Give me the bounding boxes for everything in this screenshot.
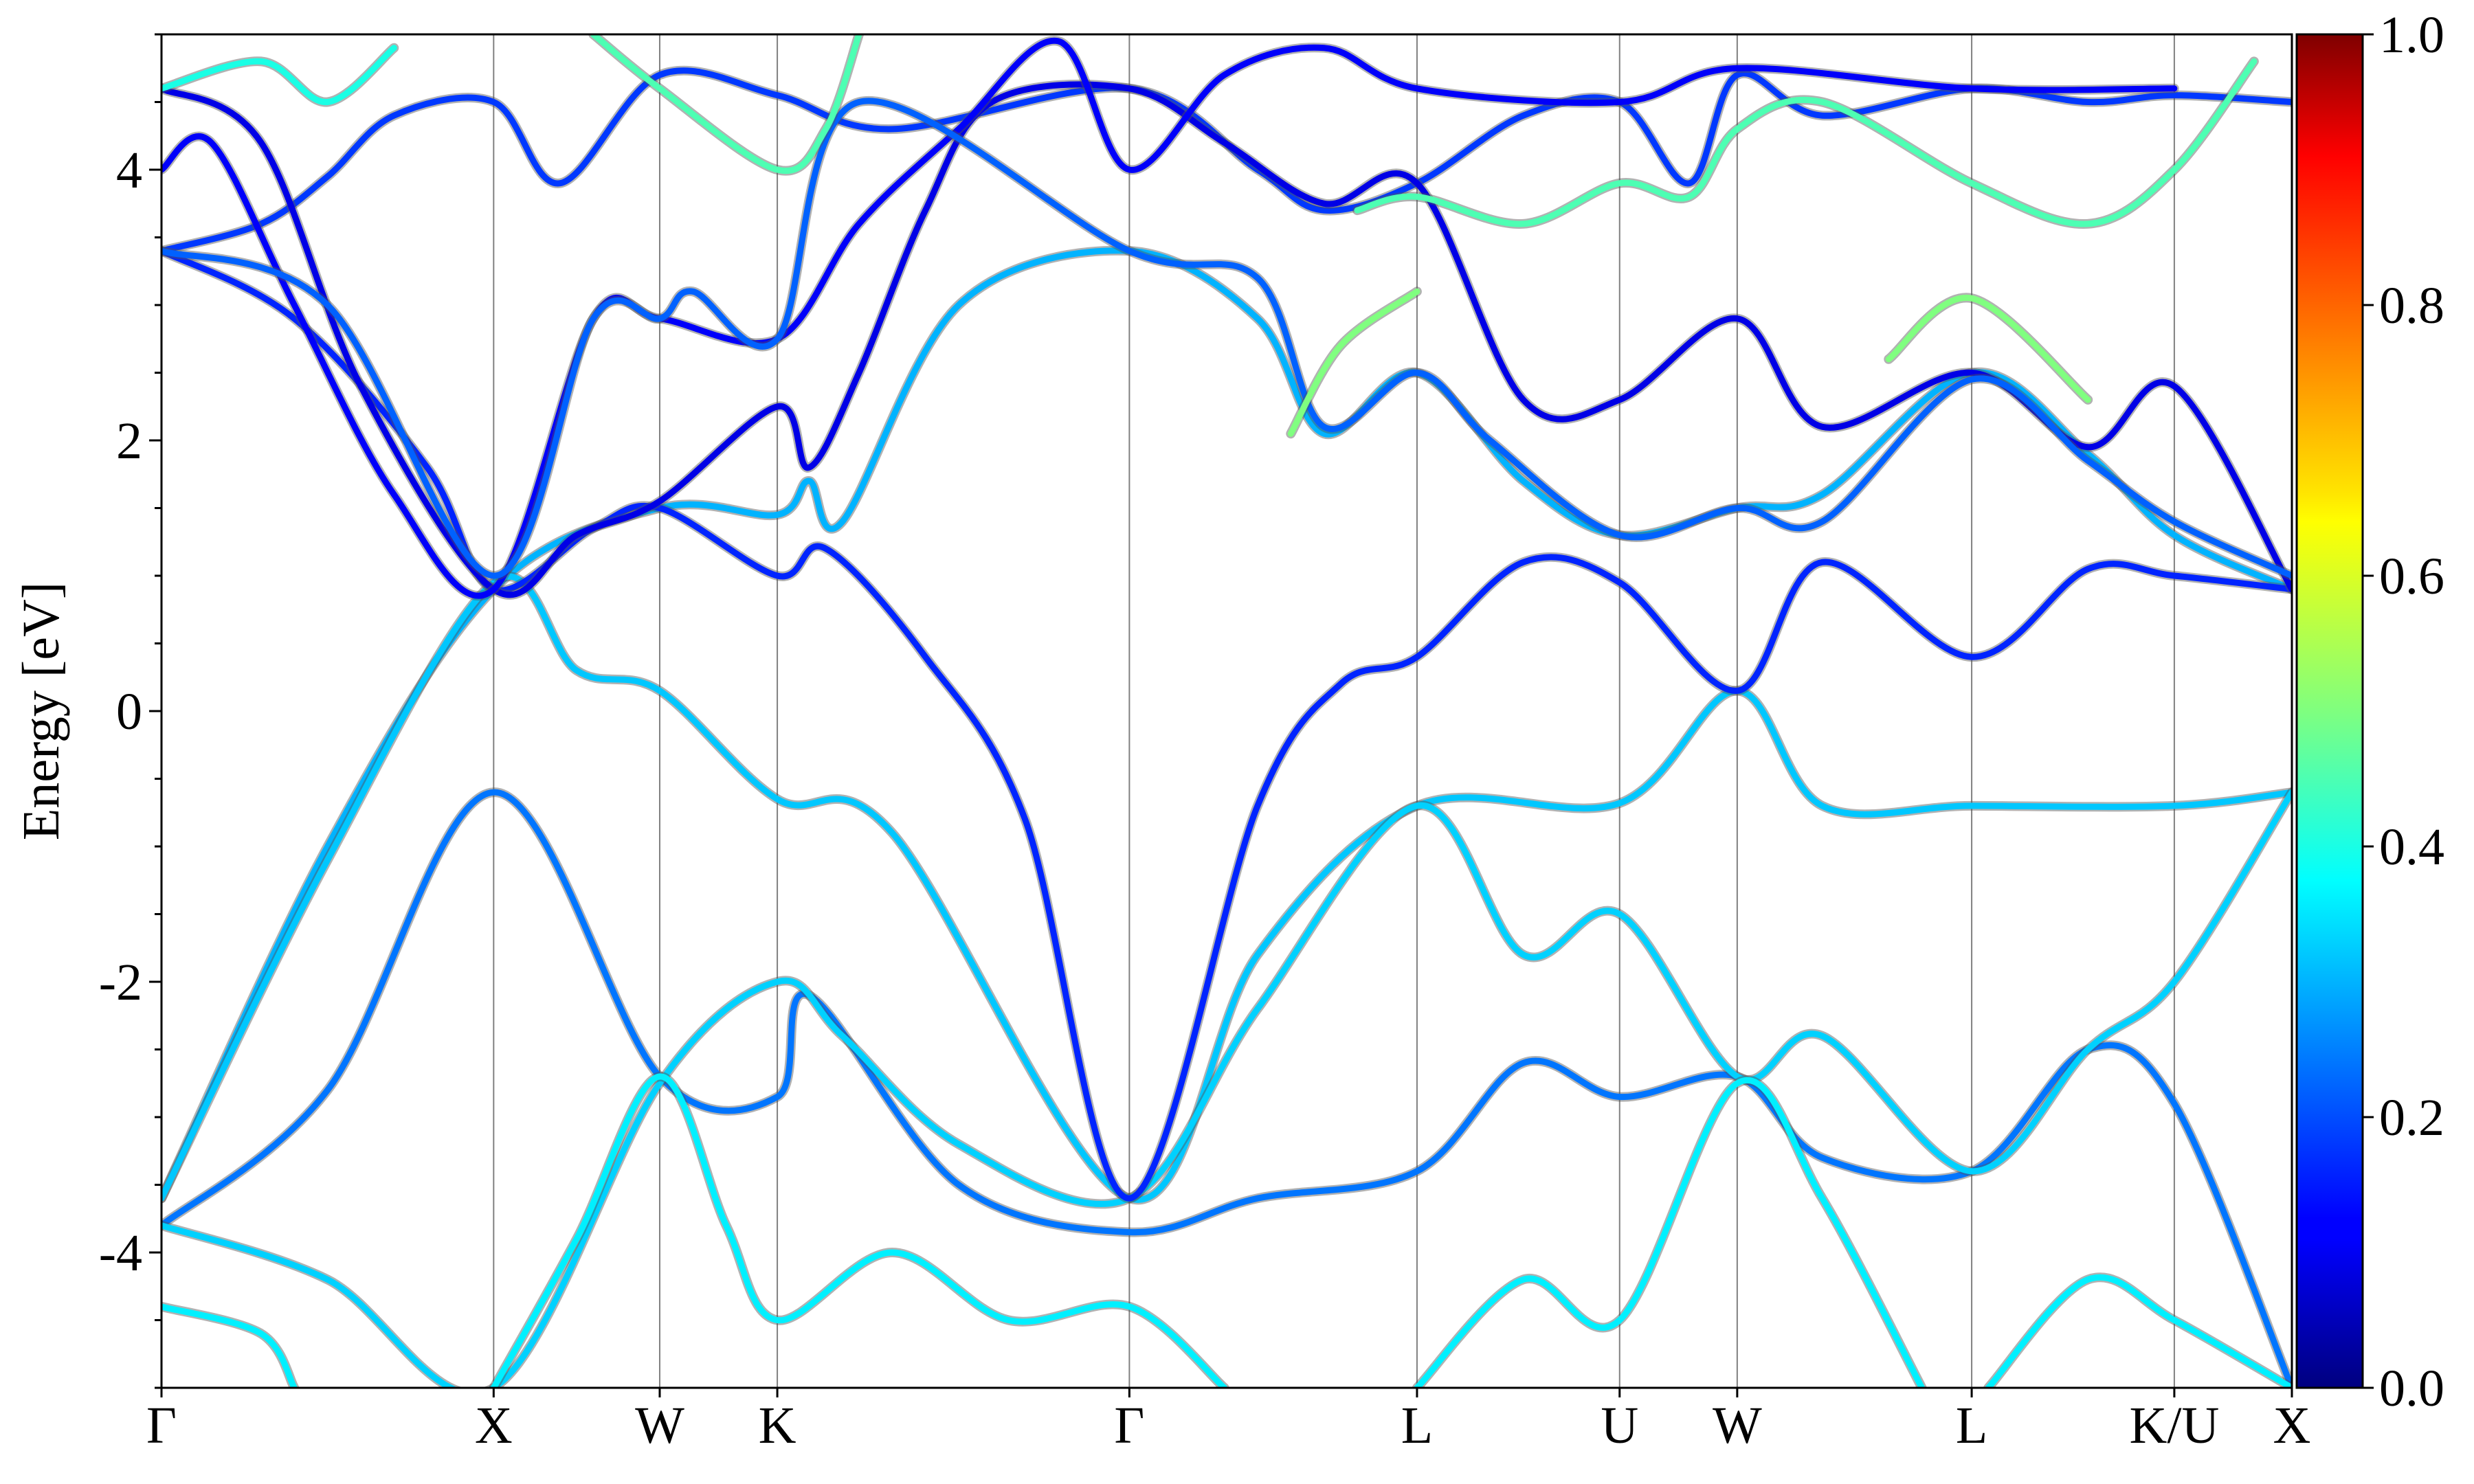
band-3: [161, 789, 2292, 1388]
band-6: [1414, 1077, 1926, 1388]
colorbar-tick-label: 1.0: [2379, 6, 2444, 64]
band-8: [161, 67, 2292, 254]
band-5: [490, 1073, 1228, 1388]
colorbar-ticks: 0.0 0.2 0.4 0.6 0.8 1.0: [2363, 6, 2444, 1417]
band-1: [161, 573, 2292, 1203]
x-tick-label: W: [1713, 1397, 1762, 1454]
band-7: [1985, 1274, 2292, 1388]
y-axis-ticks: -4 -2 0 2 4: [99, 33, 161, 1389]
band-outline-6: [1412, 1075, 1927, 1388]
y-tick-label: -4: [99, 1224, 142, 1282]
y-tick-label: 2: [116, 412, 142, 470]
band-10: [161, 81, 2292, 598]
band-11: [161, 37, 2178, 599]
x-tick-label: W: [635, 1397, 684, 1454]
band-4: [161, 1303, 298, 1388]
x-tick-label: X: [2273, 1397, 2311, 1454]
x-tick-label: U: [1601, 1397, 1638, 1454]
band-14: [1354, 58, 2258, 227]
colorbar: [2295, 33, 2364, 1389]
band-16: [1287, 288, 1420, 437]
band-0: [161, 247, 2292, 1202]
y-tick-label: -2: [99, 954, 142, 1011]
x-tick-label: L: [1401, 1397, 1433, 1454]
band-12: [161, 98, 2292, 579]
x-tick-label: X: [475, 1397, 513, 1454]
band-17: [1885, 294, 2091, 403]
colorbar-tick-label: 0.0: [2379, 1360, 2444, 1417]
colorbar-tick-label: 0.8: [2379, 277, 2444, 335]
y-tick-label: 4: [116, 142, 142, 199]
x-tick-label: Γ: [1114, 1397, 1144, 1454]
y-tick-label: 0: [116, 683, 142, 741]
kpoint-separator-lines: [493, 34, 2175, 1388]
y-axis-label: Energy [eV]: [12, 582, 70, 840]
band-lines: [161, 34, 2292, 1388]
colorbar-tick-label: 0.6: [2379, 548, 2444, 605]
x-tick-label: Γ: [146, 1397, 177, 1454]
band-15: [161, 45, 397, 106]
x-axis-ticks: Γ X W K Γ L U W L K/U X: [146, 1388, 2310, 1454]
band-2: [161, 789, 2292, 1388]
colorbar-tick-label: 0.2: [2379, 1089, 2444, 1147]
x-tick-label: K: [759, 1397, 796, 1454]
x-tick-label: K/U: [2129, 1397, 2219, 1454]
colorbar-tick-label: 0.4: [2379, 818, 2444, 876]
x-tick-label: L: [1956, 1397, 1987, 1454]
band-13: [590, 34, 862, 175]
